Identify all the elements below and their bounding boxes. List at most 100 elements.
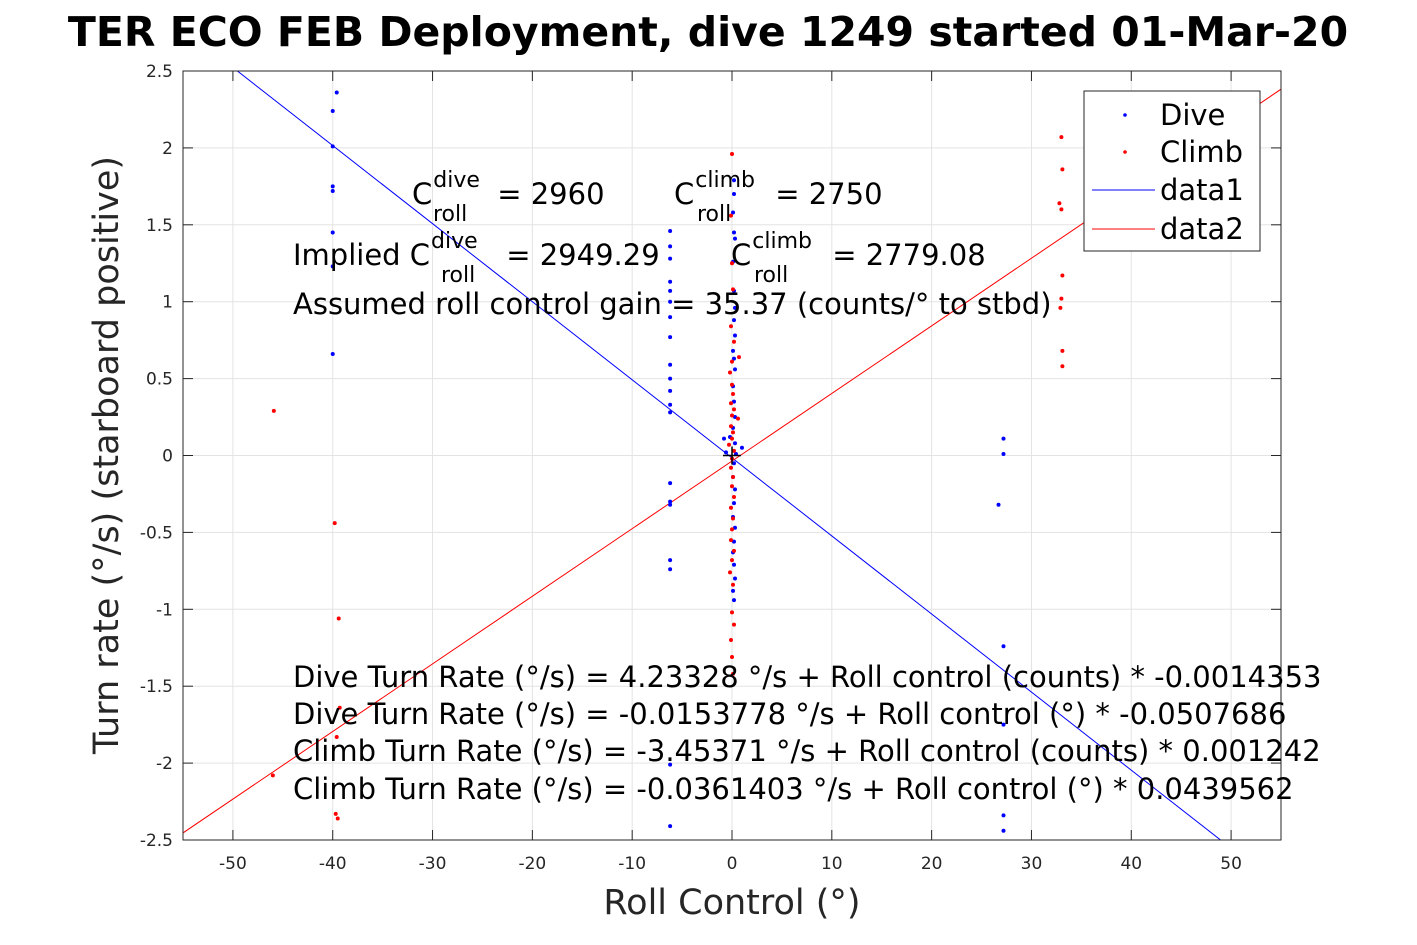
legend-box — [1083, 90, 1261, 252]
point-climb — [731, 622, 736, 627]
dive-equation-counts: Dive Turn Rate (°/s) = 4.23328 °/s + Rol… — [293, 660, 1321, 694]
x-tick-label: 10 — [821, 854, 843, 874]
x-axis-label: Roll Control (°) — [603, 883, 860, 923]
y-axis-ticks: 2.5 2 1.5 1 0.5 0 -0.5 -1 -1.5 -2 -2.5 — [140, 62, 1281, 851]
point-dive — [330, 188, 335, 193]
point-dive — [732, 305, 737, 310]
implied-c-roll-dive-sub: roll — [441, 263, 475, 288]
point-climb — [1058, 305, 1063, 310]
point-climb — [731, 548, 736, 553]
point-dive — [1001, 644, 1006, 649]
point-climb — [336, 616, 341, 621]
point-dive — [731, 318, 736, 323]
c-roll-climb-sub: roll — [697, 202, 731, 227]
point-dive — [730, 348, 735, 353]
c-roll-climb-base: C — [674, 177, 694, 211]
point-climb — [728, 370, 733, 375]
point-dive — [668, 567, 673, 572]
point-climb — [735, 416, 740, 421]
roll-gain-annotation: Assumed roll control gain = 35.37 (count… — [293, 287, 1052, 321]
point-dive — [1001, 436, 1006, 441]
point-dive — [1001, 722, 1006, 727]
point-dive — [731, 192, 736, 197]
implied-c-roll-climb-sup: climb — [752, 229, 812, 254]
point-dive — [668, 279, 673, 284]
point-dive — [668, 824, 673, 829]
climb-equation-degrees: Climb Turn Rate (°/s) = -0.0361403 °/s +… — [293, 772, 1294, 806]
point-dive — [1001, 813, 1006, 818]
y-tick-label: -2 — [156, 754, 173, 774]
implied-c-roll-climb-value: = 2779.08 — [823, 238, 986, 272]
point-dive — [668, 288, 673, 293]
legend-label-climb: Climb — [1160, 135, 1243, 169]
point-dive — [730, 210, 735, 215]
point-dive — [668, 502, 673, 507]
point-climb — [1059, 135, 1064, 140]
point-dive — [731, 539, 736, 544]
point-climb — [730, 436, 734, 441]
point-dive — [668, 362, 673, 367]
point-dive — [1001, 828, 1006, 833]
point-climb — [730, 527, 734, 532]
point-climb — [731, 495, 736, 500]
point-climb — [730, 413, 734, 418]
x-tick-label: 20 — [921, 854, 943, 874]
point-dive — [668, 410, 673, 415]
point-dive — [668, 762, 673, 767]
point-dive — [330, 351, 335, 356]
point-dive — [731, 598, 736, 603]
point-dive — [668, 402, 673, 407]
point-climb — [1060, 167, 1065, 172]
point-dive — [731, 356, 736, 361]
point-dive — [668, 388, 673, 393]
implied-c-roll-dive-value: = 2949.29 — [497, 238, 660, 272]
point-dive — [730, 588, 735, 593]
x-tick-label: -50 — [219, 854, 247, 874]
point-climb — [333, 811, 338, 816]
x-tick-label: 50 — [1220, 854, 1242, 874]
c-roll-climb-value: = 2750 — [766, 177, 883, 211]
point-climb — [729, 424, 734, 429]
implied-c-roll-dive-sup: dive — [431, 229, 478, 254]
point-climb — [729, 213, 734, 218]
point-dive — [732, 367, 737, 372]
point-climb — [730, 654, 734, 659]
point-climb — [1059, 296, 1064, 301]
implied-c-roll-dive-prefix: Implied C — [293, 238, 430, 272]
point-climb — [730, 671, 735, 676]
point-dive — [732, 333, 737, 338]
point-dive — [722, 436, 727, 441]
point-climb — [727, 442, 732, 447]
c-roll-dive-annotation: Cdive roll = 2960 — [412, 168, 605, 227]
point-climb — [1059, 207, 1064, 212]
x-tick-label: -40 — [319, 854, 347, 874]
y-tick-label: 0 — [162, 447, 173, 467]
point-dive — [334, 90, 339, 95]
y-tick-label: 0.5 — [146, 370, 173, 390]
point-dive — [668, 335, 673, 340]
point-climb — [729, 538, 734, 543]
point-climb — [729, 401, 734, 406]
climb-equation-counts: Climb Turn Rate (°/s) = -3.45371 °/s + R… — [293, 734, 1321, 768]
point-dive — [731, 178, 736, 183]
point-dive — [732, 236, 737, 241]
point-dive — [732, 487, 737, 492]
point-climb — [334, 734, 339, 739]
y-tick-label: -2.5 — [140, 831, 173, 851]
point-climb — [730, 516, 735, 521]
point-dive — [668, 315, 673, 320]
legend-label-data2: data2 — [1160, 212, 1244, 246]
point-dive — [732, 525, 737, 530]
point-dive — [1001, 451, 1006, 456]
point-climb — [730, 152, 734, 157]
point-dive — [731, 399, 736, 404]
point-climb — [731, 448, 736, 453]
point-climb — [728, 570, 733, 575]
point-dive — [732, 415, 737, 420]
point-dive — [668, 256, 673, 261]
y-tick-label: 1 — [162, 293, 173, 313]
c-roll-dive-sub: roll — [433, 202, 467, 227]
point-dive — [668, 299, 673, 304]
point-dive — [668, 499, 673, 504]
